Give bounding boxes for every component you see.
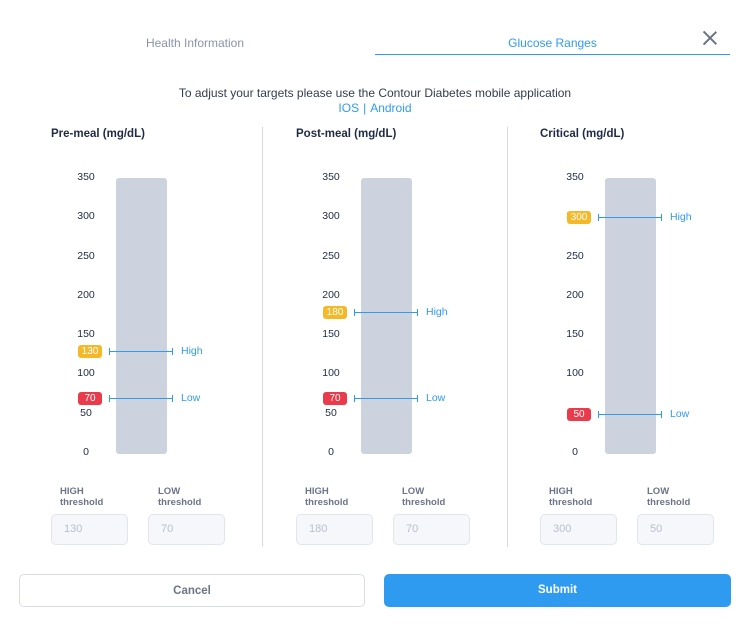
range-column-post-meal: Post-meal (mg/dL) 350 300 250 200 150 100 50 0 … xyxy=(296,120,526,560)
high-marker[interactable] xyxy=(598,214,662,222)
high-threshold-label: HIGH threshold xyxy=(549,486,593,508)
range-bar xyxy=(605,178,656,454)
scale-tick-label: 250 xyxy=(566,249,584,262)
low-value-badge: 70 xyxy=(323,392,347,405)
app-links: IOS | Android xyxy=(0,101,750,115)
low-value-badge: 70 xyxy=(78,392,102,405)
low-threshold-label: LOW threshold xyxy=(647,486,691,508)
active-tab-underline xyxy=(375,54,730,55)
scale-tick-label: 0 xyxy=(572,446,578,458)
scale-tick-label: 350 xyxy=(322,171,340,183)
scale-tick-label: 250 xyxy=(77,249,95,262)
high-threshold-label: HIGH threshold xyxy=(60,486,104,508)
low-marker-label: Low xyxy=(181,392,201,404)
scale-tick-label: 0 xyxy=(83,446,89,458)
link-separator: | xyxy=(363,101,367,115)
scale-tick-label: 100 xyxy=(322,367,340,380)
scale-tick-label: 50 xyxy=(325,406,337,419)
scale-tick-label: 200 xyxy=(566,288,584,301)
scale-tick-label: 150 xyxy=(566,328,584,341)
high-marker-label: High xyxy=(181,344,203,357)
tab-glucose-ranges[interactable]: Glucose Ranges xyxy=(508,36,597,50)
high-marker-label: High xyxy=(426,305,448,318)
low-threshold-field[interactable]: 70 xyxy=(393,514,470,545)
scale-tick-label: 50 xyxy=(80,406,92,419)
high-value-badge: 180 xyxy=(323,305,347,319)
scale-tick-label: 200 xyxy=(322,288,340,301)
high-marker-label: High xyxy=(670,211,692,224)
low-marker-label: Low xyxy=(426,392,446,404)
low-threshold-field[interactable]: 50 xyxy=(637,514,714,545)
low-marker-label: Low xyxy=(670,407,690,420)
low-marker[interactable] xyxy=(109,395,173,402)
scale-tick-label: 200 xyxy=(77,288,95,301)
high-value-badge: 300 xyxy=(567,211,591,225)
scale-tick-label: 350 xyxy=(566,171,584,183)
column-divider xyxy=(262,127,263,547)
cancel-button[interactable]: Cancel xyxy=(19,574,365,607)
column-title: Pre-meal (mg/dL) xyxy=(51,128,145,140)
high-threshold-field[interactable]: 130 xyxy=(51,514,128,545)
range-column-critical: Critical (mg/dL) 350 300 250 200 150 100 50 0 3… xyxy=(540,120,750,560)
scale-tick-label: 150 xyxy=(322,328,340,341)
scale-tick-label: 150 xyxy=(77,328,95,341)
high-marker[interactable] xyxy=(109,347,173,355)
android-link[interactable]: Android xyxy=(370,101,412,115)
range-bar xyxy=(116,178,167,454)
scale-tick-label: 100 xyxy=(77,367,95,380)
low-value-badge: 50 xyxy=(567,407,591,421)
high-threshold-field[interactable]: 180 xyxy=(296,514,373,545)
low-marker[interactable] xyxy=(598,410,662,418)
range-column-pre-meal: Pre-meal (mg/dL) 350 300 250 200 150 100 50 0 1… xyxy=(51,120,281,560)
high-threshold-label: HIGH threshold xyxy=(305,486,349,508)
close-icon[interactable] xyxy=(700,28,720,48)
range-bar xyxy=(361,178,412,454)
column-title: Post-meal (mg/dL) xyxy=(296,128,397,140)
low-threshold-label: LOW threshold xyxy=(158,486,202,508)
high-marker[interactable] xyxy=(354,308,418,316)
scale-tick-label: 250 xyxy=(322,249,340,262)
low-threshold-field[interactable]: 70 xyxy=(148,514,225,545)
scale-tick-label: 300 xyxy=(77,210,95,223)
high-threshold-field[interactable]: 300 xyxy=(540,514,617,545)
scale-tick-label: 100 xyxy=(566,367,584,380)
high-value-badge: 130 xyxy=(78,344,102,358)
submit-button[interactable]: Submit xyxy=(384,574,731,607)
scale-tick-label: 0 xyxy=(328,446,334,458)
low-marker[interactable] xyxy=(354,395,418,402)
column-title: Critical (mg/dL) xyxy=(540,128,625,140)
info-text: To adjust your targets please use the Co… xyxy=(178,86,572,100)
scale-tick-label: 300 xyxy=(322,210,340,223)
ios-link[interactable]: IOS xyxy=(338,101,360,115)
column-divider xyxy=(507,127,508,547)
scale-tick-label: 350 xyxy=(77,171,95,183)
low-threshold-label: LOW threshold xyxy=(402,486,446,508)
tab-health-information[interactable]: Health Information xyxy=(145,36,245,50)
